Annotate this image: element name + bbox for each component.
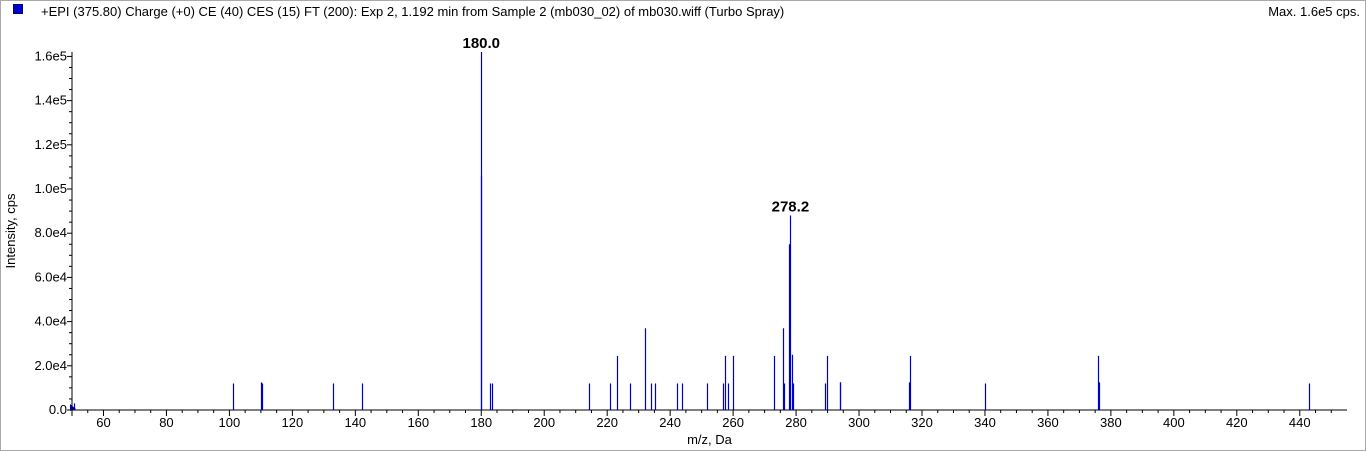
x-tick-label: 220 xyxy=(596,415,618,430)
y-tick-label: 1.0e5 xyxy=(34,181,67,196)
y-axis-title: Intensity, cps xyxy=(3,193,18,268)
x-tick-label: 200 xyxy=(533,415,555,430)
x-tick-label: 320 xyxy=(911,415,933,430)
x-tick-label: 260 xyxy=(722,415,744,430)
x-tick-label: 80 xyxy=(159,415,173,430)
x-tick-label: 380 xyxy=(1100,415,1122,430)
x-tick-label: 240 xyxy=(659,415,681,430)
x-axis-title: m/z, Da xyxy=(687,432,733,447)
y-tick-label: 1.6e5 xyxy=(34,48,67,63)
x-tick-label: 400 xyxy=(1163,415,1185,430)
x-tick-label: 340 xyxy=(974,415,996,430)
x-tick-label: 360 xyxy=(1037,415,1059,430)
y-tick-label: 0.0 xyxy=(49,402,67,417)
spectrum-header: +EPI (375.80) Charge (+0) CE (40) CES (1… xyxy=(0,0,1366,22)
y-tick-label: 1.2e5 xyxy=(34,137,67,152)
x-tick-label: 280 xyxy=(785,415,807,430)
x-tick-label: 140 xyxy=(344,415,366,430)
max-intensity-label: Max. 1.6e5 cps. xyxy=(1268,4,1360,19)
spectrum-title: +EPI (375.80) Charge (+0) CE (40) CES (1… xyxy=(41,4,785,19)
peak-label: 180.0 xyxy=(462,35,500,52)
y-tick-label: 6.0e4 xyxy=(34,269,67,284)
y-tick-label: 2.0e4 xyxy=(34,358,67,373)
y-tick-label: 1.4e5 xyxy=(34,93,67,108)
x-tick-label: 300 xyxy=(848,415,870,430)
peak-annotations: 180.0 278.2 xyxy=(462,35,809,216)
spectrum-peaks xyxy=(73,52,1311,410)
y-tick-label: 8.0e4 xyxy=(34,225,67,240)
peak-label: 278.2 xyxy=(772,199,810,216)
x-tick-label: 120 xyxy=(282,415,304,430)
x-tick-label: 100 xyxy=(219,415,241,430)
x-tick-label: 440 xyxy=(1289,415,1311,430)
series-color-swatch[interactable] xyxy=(13,4,23,14)
x-tick-label: 180 xyxy=(470,415,492,430)
x-tick-label: 420 xyxy=(1226,415,1248,430)
x-tick-label: 60 xyxy=(96,415,110,430)
x-tick-label: 160 xyxy=(407,415,429,430)
axes: 60 80 100 120 140 160 180 200 220 240 260 280 300 320… xyxy=(34,48,1347,430)
y-tick-label: 4.0e4 xyxy=(34,314,67,329)
